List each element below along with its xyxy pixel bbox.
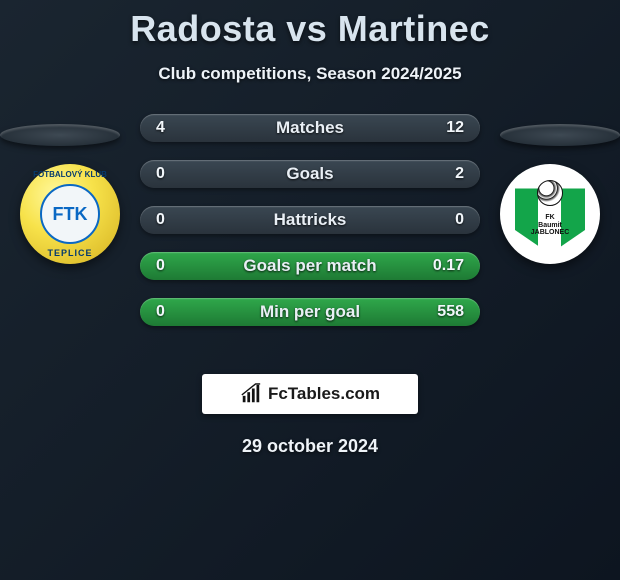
stat-row-matches: 4 Matches 12 (140, 114, 480, 142)
subtitle: Club competitions, Season 2024/2025 (0, 64, 620, 84)
team-left-monogram: FTK (40, 184, 100, 244)
team-left-ring-bottom: TEPLICE (20, 248, 120, 258)
stat-right-value: 2 (424, 165, 464, 183)
platform-right (500, 124, 620, 146)
stat-left-value: 0 (156, 257, 196, 275)
soccer-ball-icon (537, 180, 563, 206)
stat-left-value: 0 (156, 165, 196, 183)
stat-rows: 4 Matches 12 0 Goals 2 0 Hattricks 0 0 G… (140, 114, 480, 344)
team-left-ring-top: FOTBALOVÝ KLUB (20, 170, 120, 179)
stat-left-value: 0 (156, 303, 196, 321)
brand-badge: FcTables.com (202, 374, 418, 414)
stat-row-goals: 0 Goals 2 (140, 160, 480, 188)
stat-left-value: 0 (156, 211, 196, 229)
stat-right-value: 12 (424, 119, 464, 137)
team-left-badge: FOTBALOVÝ KLUB FTK TEPLICE (20, 164, 120, 264)
page-title: Radosta vs Martinec (0, 8, 620, 50)
stat-row-gpm: 0 Goals per match 0.17 (140, 252, 480, 280)
stat-right-value: 0.17 (424, 257, 464, 275)
team-right-shield: FK Baumit JABLONEC (515, 174, 585, 254)
date-label: 29 october 2024 (0, 436, 620, 457)
stat-right-value: 0 (424, 211, 464, 229)
brand-text: FcTables.com (268, 384, 380, 404)
stat-row-mpg: 0 Min per goal 558 (140, 298, 480, 326)
stat-row-hattricks: 0 Hattricks 0 (140, 206, 480, 234)
bar-chart-icon (240, 383, 262, 405)
team-right-text: FK Baumit JABLONEC (531, 214, 570, 237)
team-right-badge: FK Baumit JABLONEC (500, 164, 600, 264)
team-right-line1: FK (545, 214, 554, 221)
team-right-line2: Baumit (538, 222, 562, 229)
team-right-line3: JABLONEC (531, 229, 570, 236)
stat-left-value: 4 (156, 119, 196, 137)
platform-left (0, 124, 120, 146)
infographic-root: Radosta vs Martinec Club competitions, S… (0, 0, 620, 457)
comparison-area: FOTBALOVÝ KLUB FTK TEPLICE FK Baumit JAB… (0, 114, 620, 354)
stat-right-value: 558 (424, 303, 464, 321)
